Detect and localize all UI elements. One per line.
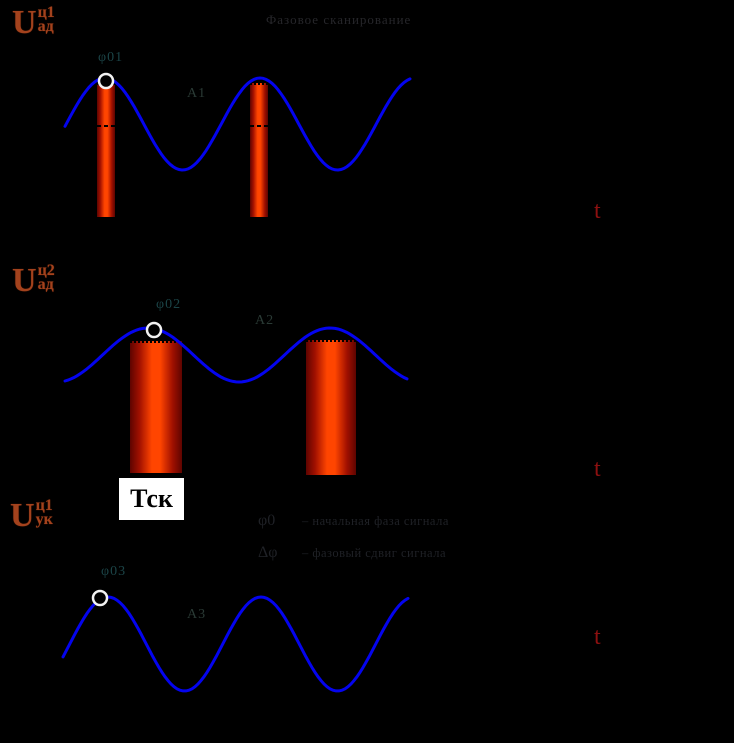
phase-label-panel3: φ03 xyxy=(101,564,127,579)
y-axis-label-panel1: U ц1 ад xyxy=(12,4,55,41)
sine-wave-panel1 xyxy=(63,76,412,172)
legend-item: φ0 – начальная фаза сигнала xyxy=(258,512,488,530)
u-indices: ц1 ук xyxy=(35,497,53,528)
strobe-bar xyxy=(250,83,268,217)
u-superscript: ц1 xyxy=(35,497,53,514)
tsk-period-label: Тск xyxy=(130,484,173,513)
u-subscript: ук xyxy=(35,511,53,528)
amplitude-label-panel3: А3 xyxy=(187,607,207,622)
legend-text: – фазовый сдвиг сигнала xyxy=(302,546,447,560)
u-superscript: ц1 xyxy=(37,4,55,21)
phase-marker-circle-panel3 xyxy=(91,589,109,607)
u-symbol: U xyxy=(12,262,37,299)
u-symbol: U xyxy=(12,4,37,41)
phase-label-panel2: φ02 xyxy=(156,297,182,312)
legend: φ0 – начальная фаза сигнала Δφ – фазовый… xyxy=(258,512,488,576)
strobe-bar xyxy=(130,341,182,473)
amplitude-label-panel1: А1 xyxy=(187,86,207,101)
phase-marker-circle-panel2 xyxy=(145,321,163,339)
y-axis-label-panel3: U ц1 ук xyxy=(10,497,53,534)
diagram-title: Фазовое сканирование xyxy=(266,12,412,27)
t-axis-label-panel3: t xyxy=(594,624,601,650)
strobe-bar xyxy=(306,340,356,475)
u-subscript: ад xyxy=(37,276,54,293)
legend-text: – начальная фаза сигнала xyxy=(302,514,449,528)
tsk-period-box: Тск xyxy=(119,478,184,520)
legend-item: Δφ – фазовый сдвиг сигнала xyxy=(258,544,488,562)
phase-marker-circle-panel1 xyxy=(97,72,115,90)
phase-label-panel1: φ01 xyxy=(98,50,124,65)
sine-wave-panel3 xyxy=(61,595,410,693)
sine-wave-panel2 xyxy=(63,326,409,384)
t-axis-label-panel1: t xyxy=(594,198,601,224)
y-axis-label-panel2: U ц2 ад xyxy=(12,262,55,299)
amplitude-label-panel2: А2 xyxy=(255,313,275,328)
u-symbol: U xyxy=(10,497,35,534)
legend-symbol-delta-phi: Δφ xyxy=(258,544,278,561)
legend-symbol-phi0: φ0 xyxy=(258,512,276,529)
strobe-bar xyxy=(97,83,115,217)
t-axis-label-panel2: t xyxy=(594,456,601,482)
u-superscript: ц2 xyxy=(37,262,55,279)
u-indices: ц2 ад xyxy=(37,262,55,293)
u-indices: ц1 ад xyxy=(37,4,55,35)
u-subscript: ад xyxy=(37,18,54,35)
